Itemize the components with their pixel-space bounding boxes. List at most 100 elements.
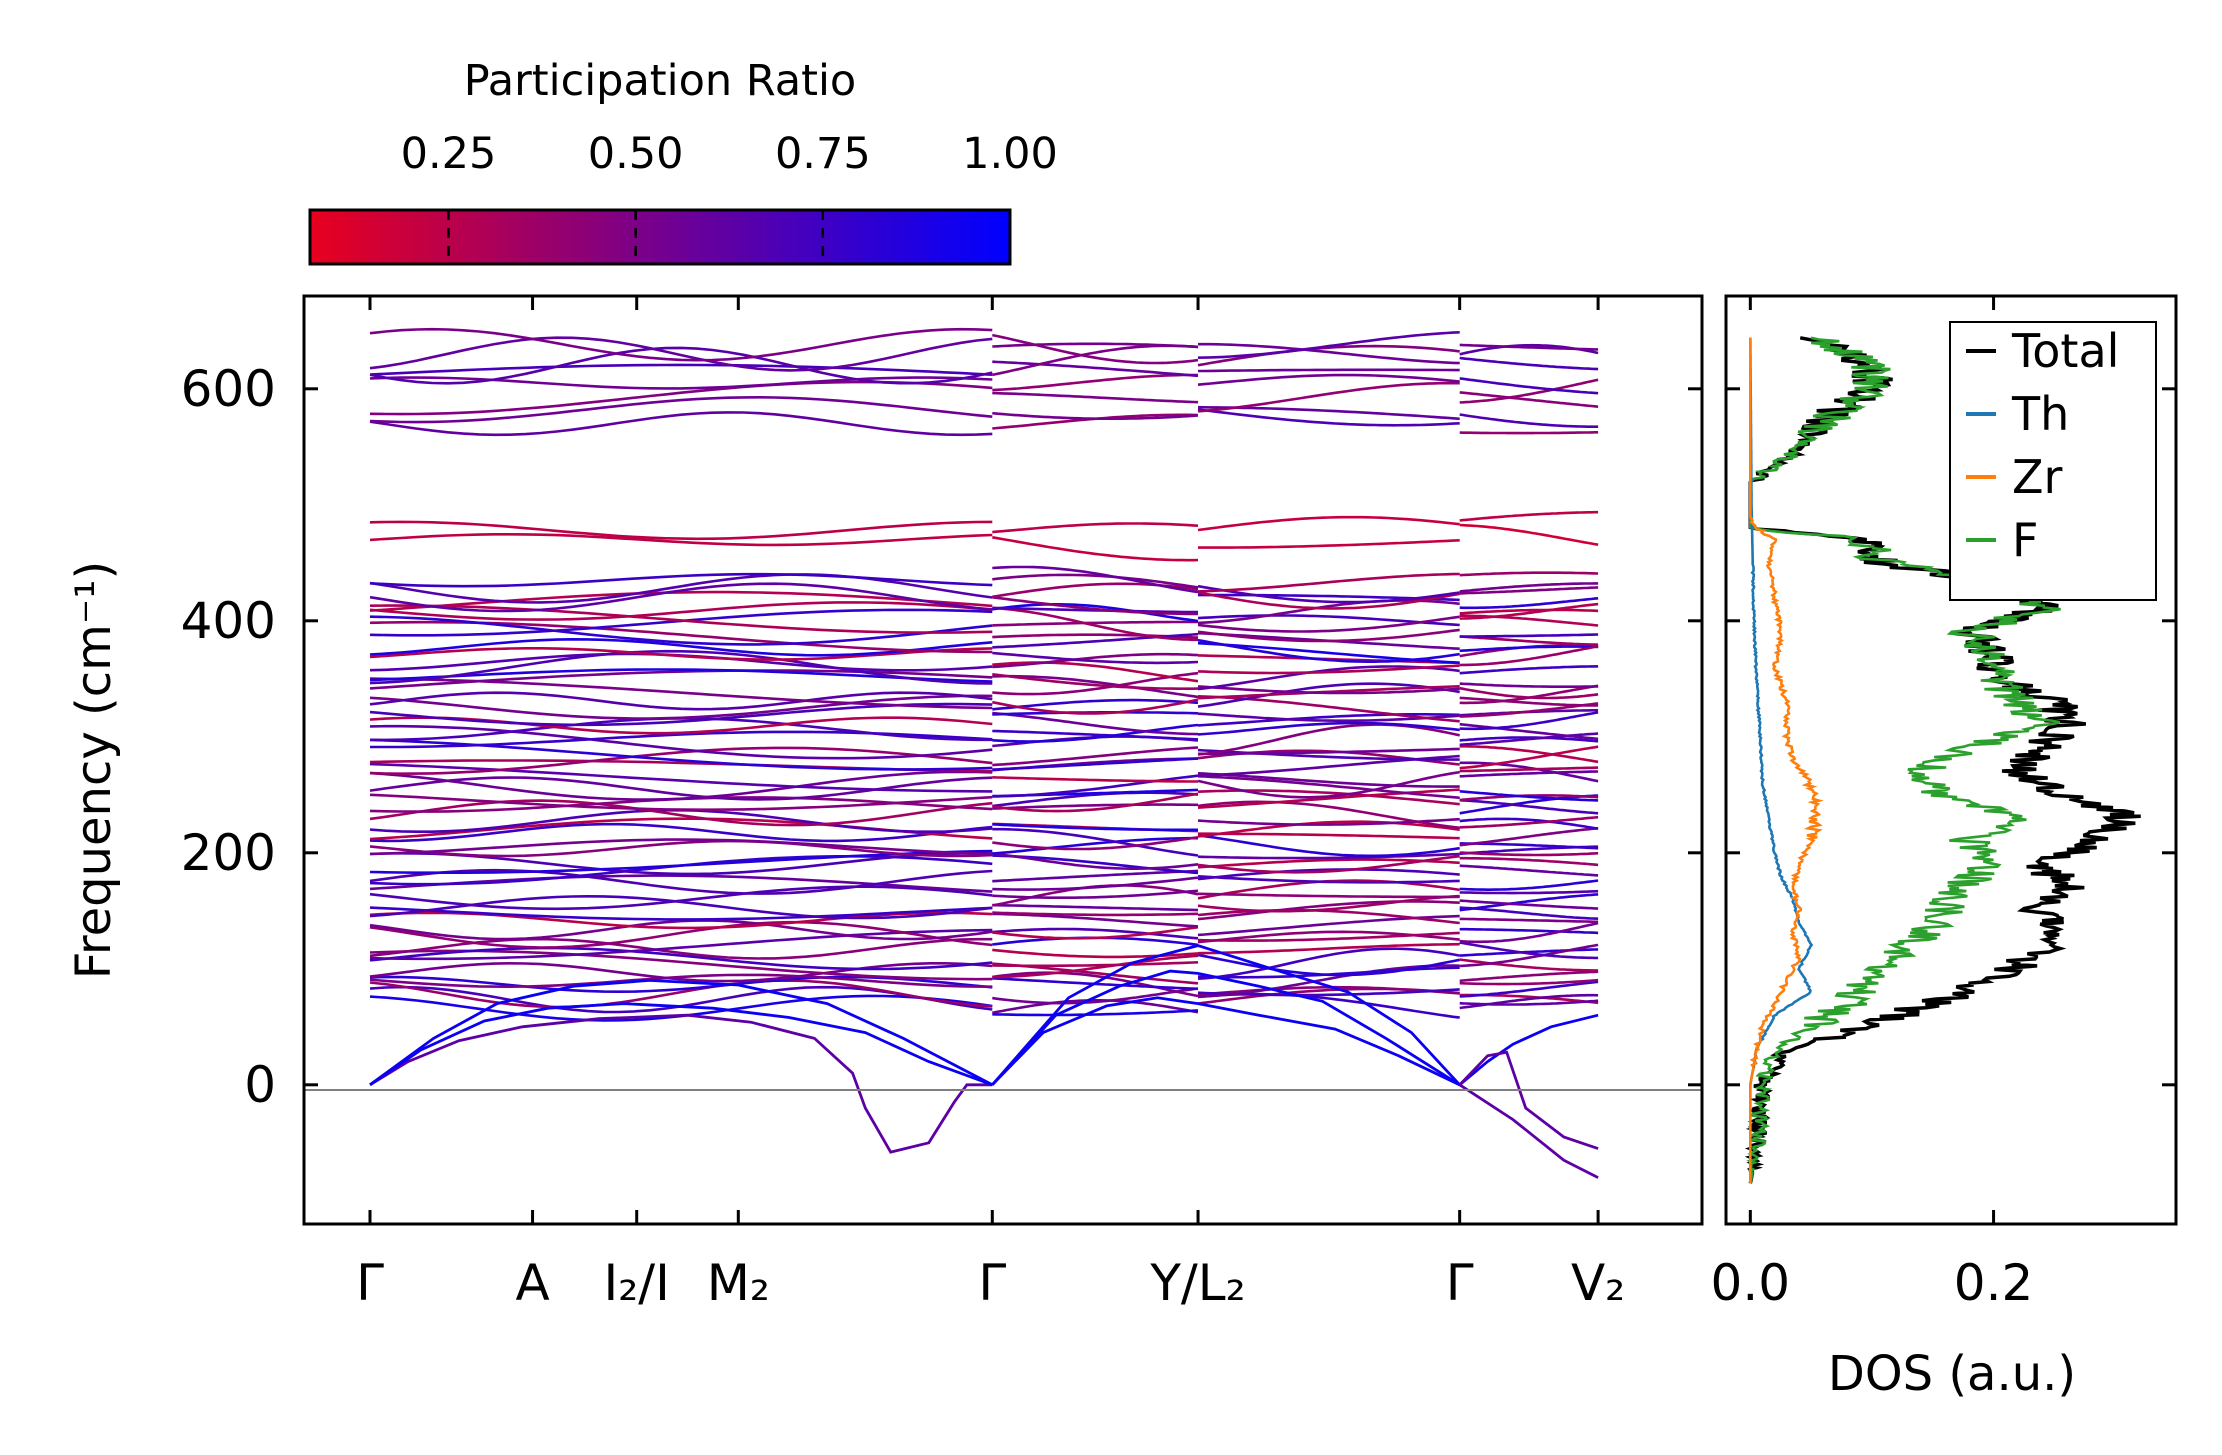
- band-line: [992, 344, 1199, 377]
- band-line: [992, 836, 1198, 855]
- band-line: [369, 839, 993, 858]
- band-line: [1459, 343, 1599, 351]
- band-line: [1197, 682, 1460, 708]
- band-line: [1459, 582, 1599, 593]
- band-line: [369, 906, 993, 921]
- x-tick-label: Y/L₂: [1149, 1254, 1245, 1312]
- band-line: [1198, 368, 1460, 373]
- dos-y-ticks: [1688, 387, 2176, 1087]
- band-line: [992, 373, 1198, 392]
- band-line: [1197, 408, 1460, 427]
- band-line: [1459, 943, 1599, 968]
- band-line: [1459, 571, 1599, 577]
- band-line: [369, 327, 993, 362]
- x-tick-label: Γ: [1446, 1254, 1474, 1312]
- band-line: [1197, 868, 1460, 881]
- colorbar-tick-label: 1.00: [962, 129, 1058, 179]
- band-line: [992, 746, 1199, 767]
- band-line: [369, 668, 993, 683]
- band-line: [369, 336, 993, 372]
- band-line: [369, 520, 993, 541]
- band-line: [1197, 875, 1460, 884]
- band-line: [369, 979, 993, 1009]
- band-line: [1459, 635, 1599, 646]
- band-line: [1459, 856, 1599, 867]
- band-line: [1459, 893, 1599, 912]
- legend-label-th: Th: [2011, 387, 2069, 441]
- band-line: [1197, 834, 1460, 858]
- band-line: [992, 987, 1199, 1005]
- band-line: [369, 920, 993, 949]
- band-line: [992, 698, 1199, 715]
- acoustic-branch: [1458, 1050, 1599, 1150]
- band-lines: [369, 327, 1599, 1179]
- band-line: [1197, 515, 1460, 532]
- dos-x-ticks: 0.0 0.2: [1711, 296, 2033, 1312]
- band-line: [992, 911, 1199, 917]
- band-line: [1197, 712, 1460, 722]
- band-line: [1459, 608, 1599, 615]
- band-line: [1459, 906, 1599, 920]
- band-line: [369, 346, 993, 385]
- band-line: [992, 961, 1199, 968]
- colorbar-title: Participation Ratio: [464, 56, 857, 106]
- band-line: [1197, 931, 1460, 942]
- band-line: [369, 573, 993, 604]
- band-line: [369, 363, 993, 376]
- band-line: [1459, 999, 1599, 1006]
- band-line: [369, 647, 993, 661]
- band-line: [1459, 736, 1599, 743]
- band-line: [1459, 790, 1599, 802]
- band-line: [1459, 682, 1599, 688]
- band-line: [992, 360, 1199, 378]
- band-line: [1197, 820, 1460, 838]
- band-line: [369, 849, 993, 874]
- band-line: [992, 573, 1199, 589]
- acoustic-branch: [1458, 1083, 1599, 1179]
- band-line: [369, 669, 993, 690]
- band-line: [992, 333, 1199, 365]
- x-tick-label: Γ: [356, 1254, 384, 1312]
- band-line: [1197, 852, 1460, 860]
- band-line: [1197, 591, 1460, 610]
- band-line: [992, 391, 1199, 404]
- colorbar-tick-label: 0.25: [401, 129, 497, 179]
- dos-series-f: [1746, 336, 2061, 1184]
- legend-label-total: Total: [2011, 324, 2119, 378]
- band-line: [1459, 745, 1599, 770]
- band-line: [1459, 958, 1599, 972]
- band-line: [1197, 373, 1460, 386]
- band-line: [369, 637, 993, 657]
- legend-label-f: F: [2012, 513, 2038, 567]
- band-line: [1197, 900, 1460, 921]
- band-line: [1459, 842, 1599, 850]
- band-line: [992, 603, 1199, 623]
- dos-x-label: DOS (a.u.): [1828, 1346, 2076, 1402]
- band-line: [992, 651, 1199, 665]
- x-tick-label: A: [515, 1254, 549, 1312]
- band-line: [992, 836, 1199, 851]
- band-line: [992, 803, 1198, 810]
- band-line: [369, 961, 993, 983]
- band-line: [1198, 342, 1460, 365]
- band-line: [1459, 917, 1599, 924]
- band-line: [1197, 685, 1460, 695]
- band-line: [1459, 413, 1599, 428]
- x-tick-label: Γ: [978, 1254, 1006, 1312]
- legend-label-zr: Zr: [2012, 450, 2063, 504]
- band-line: [1459, 696, 1599, 707]
- band-line: [1459, 686, 1599, 700]
- band-line: [992, 852, 1199, 870]
- acoustic-branch: [369, 1013, 993, 1154]
- band-line: [1197, 894, 1460, 913]
- x-tick-label: M₂: [707, 1254, 770, 1312]
- band-line: [369, 572, 993, 588]
- y-tick-label: 400: [181, 592, 276, 650]
- colorbar-tick-label: 0.75: [775, 129, 871, 179]
- band-line: [1459, 614, 1599, 627]
- band-line: [1197, 331, 1460, 359]
- band-line: [1459, 815, 1599, 829]
- band-line: [992, 827, 1199, 857]
- band-line: [1197, 599, 1460, 625]
